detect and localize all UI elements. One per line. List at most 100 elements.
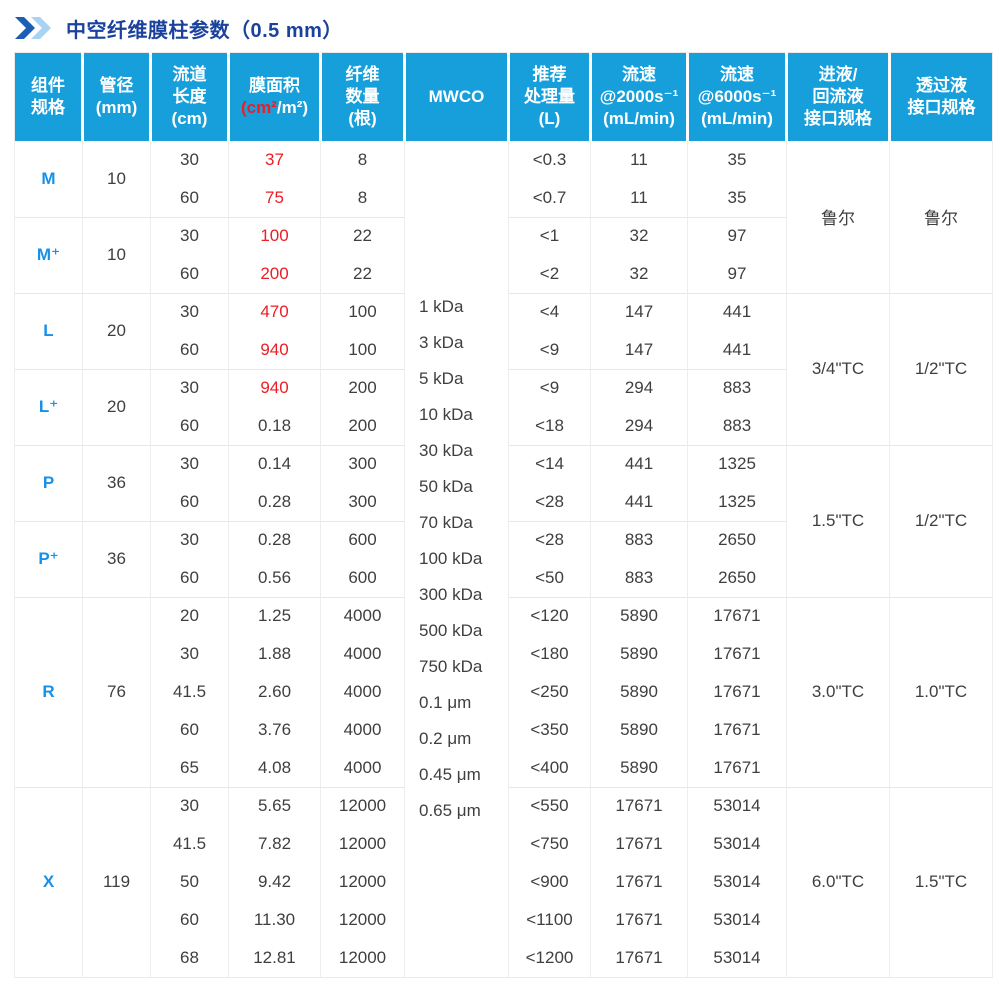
flow-rate-2000: 147 (590, 331, 688, 369)
flow-rate-2000: 17671 (590, 825, 688, 863)
table-row: L⁺ 20 30 940 200 <9 294 883 (14, 368, 993, 445)
header-flow-6000: 流速 @6000s⁻¹ (mL/min) (686, 52, 787, 141)
membrane-area: 9.42 (228, 863, 321, 901)
mwco-value: 3 kDa (419, 332, 464, 352)
membrane-area: 470 (228, 292, 321, 331)
flow-rate-2000: 5890 (590, 596, 688, 635)
membrane-area: 1.88 (228, 635, 321, 673)
flow-rate-2000: 17671 (590, 939, 688, 977)
recommended-volume: <1 (508, 216, 591, 255)
inlet-interface-spec: 6.0"TC (786, 786, 890, 977)
tube-diameter: 36 (82, 520, 151, 597)
table-row: 60 11.30 12000 <1100 17671 53014 (15, 901, 993, 939)
recommended-volume: <550 (508, 786, 591, 825)
header-line: 推荐 (532, 65, 567, 84)
recommended-volume: <180 (508, 635, 591, 673)
fiber-count: 600 (320, 559, 405, 597)
inlet-interface-spec: 鲁尔 (786, 141, 890, 293)
tube-diameter: 76 (82, 596, 151, 787)
membrane-area: 0.18 (228, 407, 321, 445)
header-line: 流速 (622, 65, 656, 84)
header-line: 组件 (31, 76, 65, 95)
header-line: 流道 (172, 65, 207, 84)
flow-rate-6000: 2650 (687, 559, 787, 597)
fiber-count: 200 (320, 407, 405, 445)
flow-rate-6000: 17671 (687, 635, 787, 673)
mwco-value: 5 kDa (419, 368, 464, 388)
flow-rate-6000: 17671 (687, 711, 787, 749)
inlet-interface-spec: 3/4"TC (786, 292, 890, 445)
header-line: (mL/min) (603, 109, 675, 128)
component-label: X (14, 786, 83, 977)
header-line: 长度 (172, 87, 207, 106)
fiber-count: 4000 (320, 673, 405, 711)
flow-rate-2000: 17671 (590, 786, 688, 825)
permeate-interface-spec: 1.0"TC (889, 596, 993, 787)
channel-length: 60 (150, 179, 229, 217)
recommended-volume: <900 (508, 863, 591, 901)
table-row: M 10 30 37 8 1 kDa 3 kDa 5 kDa 10 kDa 30 kDa 50 kD… (14, 141, 993, 977)
tube-diameter: 36 (82, 444, 151, 521)
fiber-count: 4000 (320, 596, 405, 635)
component-label: L⁺ (14, 368, 83, 445)
permeate-interface-spec: 鲁尔 (889, 141, 993, 293)
flow-rate-6000: 35 (687, 179, 787, 217)
flow-rate-6000: 1325 (687, 444, 787, 483)
flow-rate-2000: 11 (590, 141, 688, 179)
header-line: 纤维 (345, 65, 380, 84)
recommended-volume: <1200 (508, 939, 591, 977)
membrane-area: 4.08 (228, 749, 321, 787)
tube-diameter: 10 (82, 141, 151, 217)
mwco-value: 750 kDa (419, 656, 483, 676)
table-row: 60 75 8 <0.7 11 35 (15, 179, 993, 217)
flow-rate-6000: 441 (687, 331, 787, 369)
flow-rate-6000: 2650 (687, 520, 787, 559)
flow-rate-2000: 294 (590, 368, 688, 407)
header-line: 数量 (345, 87, 380, 106)
membrane-area: 940 (228, 331, 321, 369)
component-label: P (14, 444, 83, 521)
tube-diameter: 10 (82, 216, 151, 293)
channel-length: 65 (150, 749, 229, 787)
mwco-value: 10 kDa (419, 404, 473, 424)
membrane-area: 0.56 (228, 559, 321, 597)
fiber-count: 22 (320, 216, 405, 255)
component-label: P⁺ (14, 520, 83, 597)
flow-rate-6000: 17671 (687, 749, 787, 787)
mwco-value: 0.1 μm (419, 692, 472, 712)
header-line: 接口规格 (804, 109, 872, 128)
fiber-count: 600 (320, 520, 405, 559)
recommended-volume: <28 (508, 520, 591, 559)
header-line: 流速 (720, 65, 754, 84)
header-line: MWCO (428, 87, 485, 106)
header-permeate: 透过液 接口规格 (888, 52, 993, 141)
recommended-volume: <0.7 (508, 179, 591, 217)
channel-length: 60 (150, 331, 229, 369)
membrane-area: 12.81 (228, 939, 321, 977)
flow-rate-2000: 32 (590, 255, 688, 293)
fiber-count: 4000 (320, 711, 405, 749)
membrane-area: 5.65 (228, 786, 321, 825)
membrane-area: 0.28 (228, 520, 321, 559)
channel-length: 41.5 (150, 673, 229, 711)
fiber-count: 100 (320, 331, 405, 369)
flow-rate-6000: 53014 (687, 939, 787, 977)
fiber-count: 12000 (320, 825, 405, 863)
membrane-area: 3.76 (228, 711, 321, 749)
mwco-value: 0.65 μm (419, 800, 481, 820)
flow-rate-2000: 5890 (590, 749, 688, 787)
section-title-row: 中空纤维膜柱参数（0.5 mm） (14, 13, 1000, 43)
fiber-count: 4000 (320, 635, 405, 673)
header-line: (根) (348, 109, 377, 128)
component-label: M (14, 141, 83, 217)
recommended-volume: <9 (508, 368, 591, 407)
flow-rate-6000: 53014 (687, 863, 787, 901)
header-line: @2000s⁻¹ (599, 87, 679, 106)
table-row: 60 0.18 200 <18 294 883 (15, 407, 993, 445)
flow-rate-6000: 97 (687, 216, 787, 255)
channel-length: 60 (150, 901, 229, 939)
header-line: @6000s⁻¹ (697, 87, 777, 106)
table-row: 30 1.88 4000 <180 5890 17671 (15, 635, 993, 673)
header-line: 膜面积 (249, 76, 300, 95)
flow-rate-6000: 53014 (687, 825, 787, 863)
